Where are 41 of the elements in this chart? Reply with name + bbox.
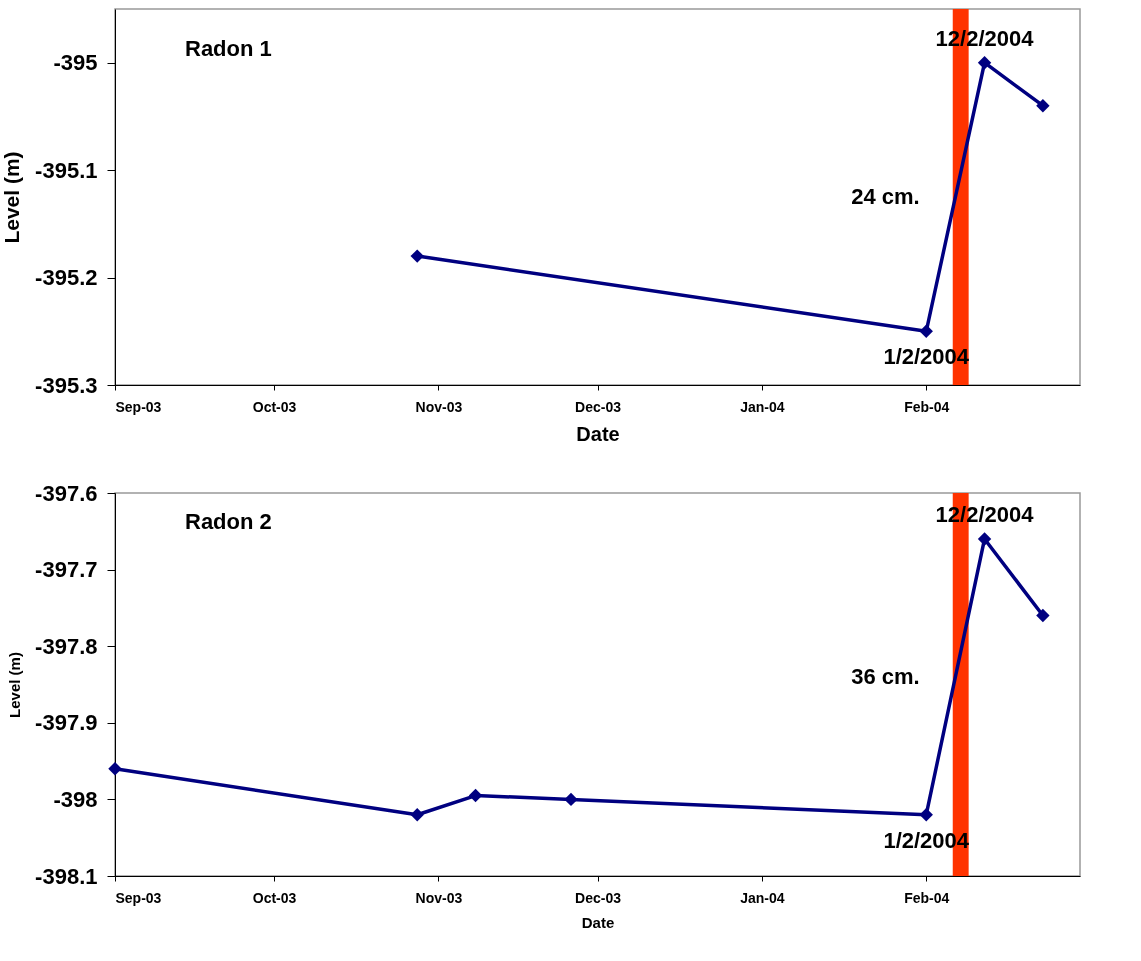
point [108,762,122,776]
y-tick-label: -398.1 [35,863,98,889]
point [977,56,992,70]
x-tick-label: Sep-03 [115,398,162,415]
point [919,324,933,338]
y-tick-label: -395.3 [35,372,98,398]
x-tick-label: Jan-04 [740,889,785,906]
y-axis-title: Level (m) [6,652,24,718]
y-tick-label: -395.1 [35,157,98,183]
x-tick-label: Dec-03 [575,398,622,415]
x-tick-label: Feb-04 [904,398,950,415]
x-tick-label: Feb-04 [904,889,950,906]
point [919,808,933,822]
text: Radon 1 [185,36,272,61]
point [1036,98,1050,113]
text: Radon 2 [185,509,272,534]
point [977,532,992,546]
y-tick-label: -395.2 [35,265,98,291]
point [410,808,424,822]
x-tick-label: Nov-03 [415,398,463,415]
y-tick-label: -397.9 [35,710,98,736]
point [468,788,483,803]
x-axis-title: Date [576,422,620,445]
x-tick-label: Oct-03 [252,889,297,906]
x-axis-title: Date [581,913,615,931]
y-tick-label: -397.6 [35,480,98,506]
x-tick-label: Sep-03 [115,889,162,906]
y-tick-label: -397.7 [35,557,98,583]
annotation: 24 cm. [851,184,920,209]
x-tick-label: Nov-03 [415,889,463,906]
x-tick-label: Oct-03 [252,398,297,415]
point [564,792,578,807]
x-tick-label: Dec-03 [575,889,622,906]
y-tick-label: -395 [53,50,98,76]
point [410,249,424,263]
point [1036,608,1050,623]
x-tick-label: Jan-04 [740,398,785,415]
annotation: 36 cm. [851,663,920,689]
y-tick-label: -397.8 [35,633,98,659]
y-tick-label: -398 [53,786,98,812]
y-axis-title: Level (m) [0,151,24,244]
